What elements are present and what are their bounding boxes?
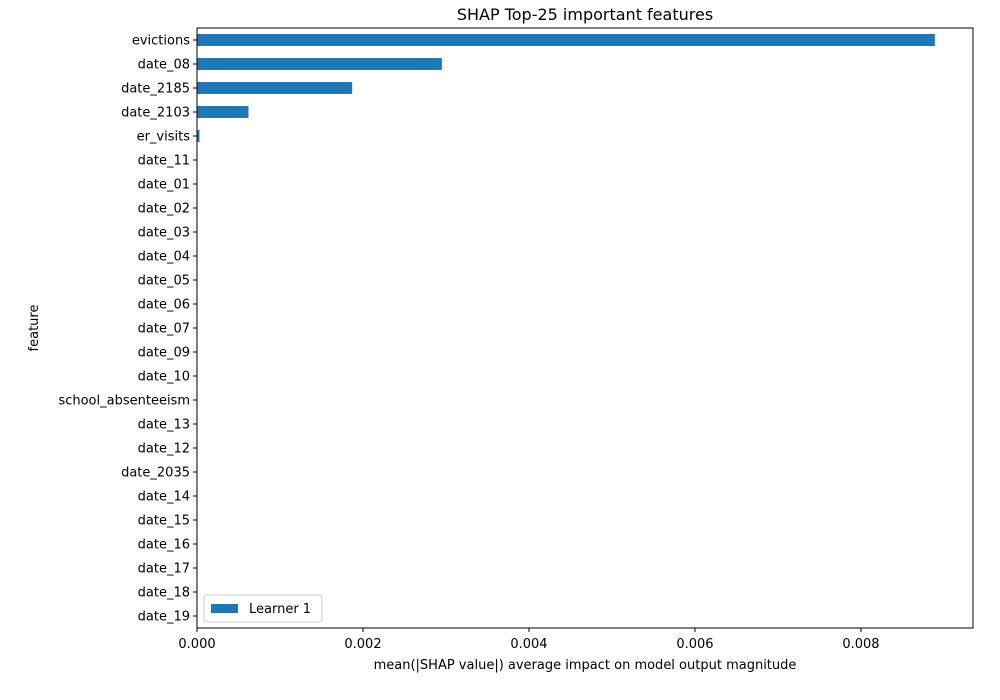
x-tick-label: 0.004: [510, 637, 547, 652]
y-tick-label: date_06: [138, 298, 190, 313]
y-tick-label: date_14: [138, 490, 190, 505]
bar-date_08: [197, 58, 442, 70]
y-tick-label: date_03: [138, 226, 190, 241]
y-tick-label: date_15: [138, 514, 190, 529]
y-tick-label: date_17: [138, 562, 190, 577]
legend: Learner 1: [203, 594, 323, 623]
y-tick-label: er_visits: [137, 130, 191, 145]
x-tick-label: 0.002: [344, 637, 381, 652]
y-tick-label: date_07: [138, 322, 190, 337]
plot-frame: [196, 27, 974, 629]
x-axis-ticks: 0.000 0.002 0.004 0.006 0.008: [178, 628, 880, 652]
y-tick-label: date_08: [138, 58, 190, 73]
legend-swatch: [211, 604, 238, 613]
y-tick-label: date_2185: [121, 82, 190, 97]
y-tick-label: date_11: [138, 154, 190, 169]
chart-title: SHAP Top-25 important features: [457, 5, 713, 24]
x-tick-label: 0.006: [676, 637, 713, 652]
y-tick-label: date_09: [138, 346, 190, 361]
y-tick-label: date_10: [138, 370, 190, 385]
y-tick-label: date_16: [138, 538, 190, 553]
y-tick-label: date_19: [138, 610, 190, 625]
bar-date_2103: [197, 106, 249, 118]
y-tick-label: date_2103: [121, 106, 190, 121]
y-tick-label: date_2035: [121, 466, 190, 481]
y-tick-label: date_05: [138, 274, 190, 289]
y-tick-label: school_absenteeism: [58, 394, 190, 409]
y-tick-label: date_12: [138, 442, 190, 457]
y-tick-label: date_02: [138, 202, 190, 217]
bar-er_visits: [197, 130, 200, 142]
x-tick-label: 0.000: [178, 637, 215, 652]
y-tick-label: date_18: [138, 586, 190, 601]
y-axis-ticks: evictions date_08 date_2185 date_2103 er_vis…: [58, 34, 197, 625]
bar-date_2185: [197, 82, 353, 94]
bar-evictions: [197, 34, 935, 46]
x-axis-label: mean(|SHAP value|) average impact on mod…: [374, 658, 797, 673]
y-tick-label: date_01: [138, 178, 190, 193]
y-tick-label: date_04: [138, 250, 190, 265]
bar-group: [197, 34, 935, 142]
legend-label: Learner 1: [249, 602, 311, 617]
x-tick-label: 0.008: [842, 637, 879, 652]
legend-box: [203, 594, 323, 623]
y-axis-label: feature: [27, 305, 42, 352]
y-tick-label: evictions: [132, 34, 190, 49]
y-tick-label: date_13: [138, 418, 190, 433]
